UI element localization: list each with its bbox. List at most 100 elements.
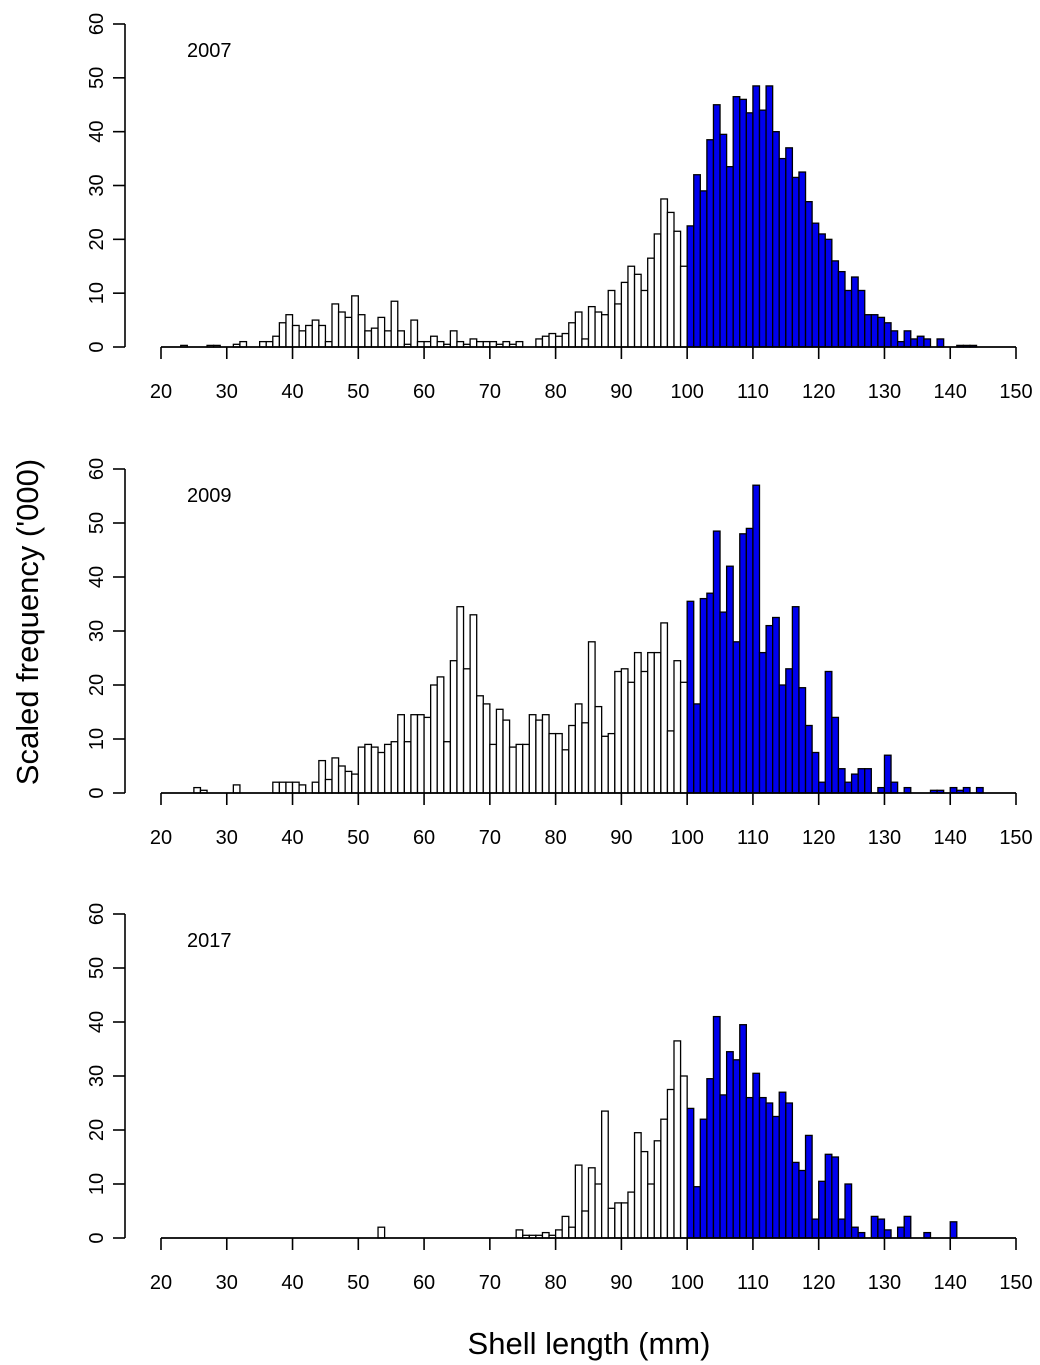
bar xyxy=(804,200,813,348)
y-tick-label: 10 xyxy=(86,282,108,304)
bar xyxy=(844,1183,853,1239)
bar xyxy=(745,527,754,794)
bar xyxy=(693,174,701,348)
bar xyxy=(653,651,662,794)
bar xyxy=(601,1110,609,1239)
bar xyxy=(331,757,340,794)
bar xyxy=(357,314,366,348)
bar xyxy=(719,611,728,794)
bar xyxy=(673,660,682,794)
bar xyxy=(548,332,557,348)
bar xyxy=(351,295,359,348)
bar xyxy=(291,324,300,348)
bar xyxy=(765,85,774,348)
bar xyxy=(522,743,530,794)
bar xyxy=(699,597,708,794)
bar xyxy=(896,1226,905,1239)
bar xyxy=(574,703,583,794)
y-tick-label: 60 xyxy=(86,903,108,925)
bar xyxy=(337,765,346,794)
bar xyxy=(614,303,623,348)
bar xyxy=(818,1180,826,1239)
bar xyxy=(679,1075,688,1239)
bar xyxy=(647,651,655,794)
bar xyxy=(337,311,346,348)
bar xyxy=(818,781,826,794)
x-axis: 20 30 40 50 60 70 80 90 100 110 120 130 140 150 xyxy=(150,1238,1033,1294)
bar xyxy=(515,1229,524,1239)
bar xyxy=(633,1132,642,1239)
bar xyxy=(614,1202,623,1239)
bar xyxy=(811,222,820,348)
bar xyxy=(344,316,353,348)
bar xyxy=(311,781,320,794)
bar xyxy=(574,1164,583,1239)
bar xyxy=(298,784,307,794)
x-axis: 20 30 40 50 60 70 80 90 100 110 120 130 140 150 xyxy=(150,793,1033,849)
x-tick-label: 80 xyxy=(544,381,566,403)
y-axis: 0 10 20 30 40 50 60 xyxy=(86,458,126,799)
y-tick-label: 30 xyxy=(86,1065,108,1087)
bar xyxy=(864,768,872,794)
bar xyxy=(778,1091,787,1239)
bar xyxy=(482,703,491,794)
bar xyxy=(791,176,800,348)
bar xyxy=(732,96,741,348)
x-tick-label: 70 xyxy=(479,1272,501,1294)
bar xyxy=(870,1215,879,1239)
bar xyxy=(758,651,767,794)
x-axis-title: Shell length (mm) xyxy=(468,1326,711,1361)
bar xyxy=(811,751,820,794)
x-tick-label: 30 xyxy=(216,1272,238,1294)
bar xyxy=(653,233,662,348)
bar xyxy=(541,714,550,794)
bar xyxy=(791,606,800,794)
bar xyxy=(410,714,419,794)
bar xyxy=(541,335,550,348)
bar xyxy=(844,781,853,794)
bar xyxy=(370,327,379,348)
bar xyxy=(620,668,629,794)
bar xyxy=(285,781,294,794)
bar xyxy=(377,316,386,348)
bar xyxy=(712,104,721,348)
bar xyxy=(469,614,478,794)
bar xyxy=(278,781,287,794)
x-tick-label: 60 xyxy=(413,381,435,403)
bar xyxy=(416,714,425,794)
x-tick-label: 70 xyxy=(479,381,501,403)
bar xyxy=(587,305,596,348)
bar xyxy=(594,1183,603,1239)
x-tick-label: 140 xyxy=(934,1272,967,1294)
bar xyxy=(278,322,287,348)
bar xyxy=(772,131,780,348)
bar xyxy=(850,276,859,348)
bar xyxy=(752,484,761,794)
bar xyxy=(725,166,734,348)
bar xyxy=(660,198,669,348)
bar xyxy=(758,1096,767,1239)
bar xyxy=(377,751,386,794)
bar xyxy=(857,289,866,348)
bar xyxy=(291,781,300,794)
bar xyxy=(620,1202,629,1239)
bar xyxy=(429,684,438,794)
bar xyxy=(804,1134,813,1239)
x-tick-label: 50 xyxy=(347,381,369,403)
bar xyxy=(693,703,701,794)
bar xyxy=(916,335,925,348)
bar xyxy=(824,1153,833,1239)
bar xyxy=(364,743,373,794)
bar xyxy=(351,773,359,794)
bar xyxy=(824,670,833,794)
bar xyxy=(561,1215,570,1239)
bar xyxy=(923,338,932,348)
bar xyxy=(772,1115,780,1239)
bar xyxy=(476,695,484,794)
y-tick-label: 20 xyxy=(86,674,108,696)
bar xyxy=(607,732,616,794)
bar xyxy=(857,768,866,794)
bar xyxy=(890,330,899,348)
bar xyxy=(318,324,327,348)
bar xyxy=(423,716,432,794)
